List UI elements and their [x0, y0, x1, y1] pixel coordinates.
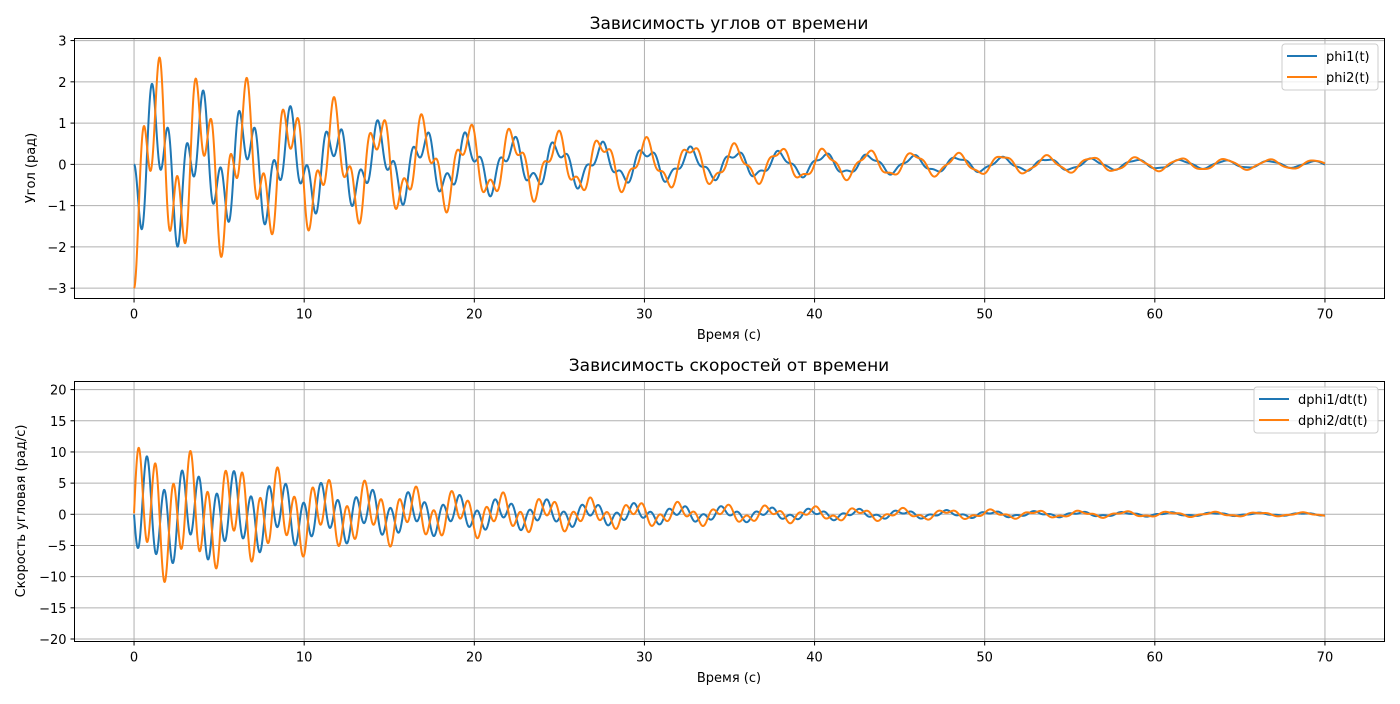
- velocity-legend-label-dphi1: dphi1/dt(t): [1298, 393, 1368, 408]
- x-tick-label: 70: [1317, 651, 1334, 666]
- angle-chart-ylabel: Угол (рад): [24, 133, 39, 204]
- y-tick-label: 0: [58, 158, 66, 173]
- x-tick-label: 0: [130, 651, 138, 666]
- series-line-dphi1-dt-t-: [133, 455, 1326, 565]
- velocity-chart-xlabel: Время (с): [697, 671, 761, 686]
- series-line-dphi2-dt-t-: [133, 446, 1326, 583]
- y-tick-label: −20: [39, 633, 66, 648]
- velocity-chart-lines: [133, 446, 1326, 583]
- series-line-phi1-t-: [133, 82, 1326, 248]
- x-tick-label: 50: [976, 651, 993, 666]
- x-tick-label: 10: [296, 651, 313, 666]
- y-tick-label: −2: [47, 241, 66, 256]
- y-tick-label: 5: [58, 477, 66, 492]
- y-tick-label: 0: [58, 508, 66, 523]
- velocity-chart-title: Зависимость скоростей от времени: [569, 356, 889, 376]
- angle-legend-label-phi1: phi1(t): [1326, 50, 1370, 65]
- velocity-chart: Зависимость скоростей от времени Время (…: [14, 356, 1385, 686]
- y-tick-label: 10: [50, 446, 67, 461]
- angle-chart-grid: [74, 38, 1385, 299]
- x-tick-label: 60: [1147, 308, 1164, 323]
- x-tick-label: 40: [806, 308, 823, 323]
- angle-chart-title: Зависимость углов от времени: [590, 14, 869, 34]
- x-tick-label: 20: [466, 308, 483, 323]
- velocity-legend-label-dphi2: dphi2/dt(t): [1298, 414, 1368, 429]
- x-tick-label: 50: [976, 308, 993, 323]
- y-tick-label: −1: [47, 200, 66, 215]
- x-tick-label: 70: [1317, 308, 1334, 323]
- y-tick-label: 20: [50, 384, 67, 399]
- angle-chart-frame: [74, 38, 1385, 299]
- y-tick-label: 1: [58, 117, 66, 132]
- velocity-chart-legend: dphi1/dt(t) dphi2/dt(t): [1253, 386, 1379, 434]
- x-tick-label: 0: [130, 308, 138, 323]
- x-tick-label: 10: [296, 308, 313, 323]
- x-tick-label: 30: [636, 308, 653, 323]
- angle-chart-lines: [133, 56, 1326, 289]
- angle-chart-ticks: 0 10 20 30 40 50 60 70 −3 −2 −1 0 1 2 3: [47, 35, 1333, 323]
- y-tick-label: −5: [47, 539, 66, 554]
- x-tick-label: 30: [636, 651, 653, 666]
- y-tick-label: 15: [50, 415, 67, 430]
- x-tick-label: 60: [1147, 651, 1164, 666]
- x-tick-label: 40: [806, 651, 823, 666]
- angle-chart-xlabel: Время (с): [697, 328, 761, 343]
- angle-legend-label-phi2: phi2(t): [1326, 71, 1370, 86]
- velocity-chart-grid: [74, 381, 1385, 642]
- x-tick-label: 20: [466, 651, 483, 666]
- y-tick-label: −10: [39, 571, 66, 586]
- velocity-chart-frame: [74, 381, 1385, 642]
- y-tick-label: −3: [47, 282, 66, 297]
- velocity-chart-ticks: 0 10 20 30 40 50 60 70 −20 −15 −10 −5 0 5 10 15 20: [39, 384, 1333, 666]
- angle-chart: Зависимость углов от времени Время (с) У…: [24, 14, 1385, 343]
- velocity-chart-ylabel: Скорость угловая (рад/с): [14, 425, 29, 598]
- y-tick-label: −15: [39, 602, 66, 617]
- angle-chart-legend: phi1(t) phi2(t): [1281, 43, 1379, 91]
- y-tick-label: 3: [58, 35, 66, 50]
- y-tick-label: 2: [58, 76, 66, 91]
- series-line-phi2-t-: [133, 56, 1326, 289]
